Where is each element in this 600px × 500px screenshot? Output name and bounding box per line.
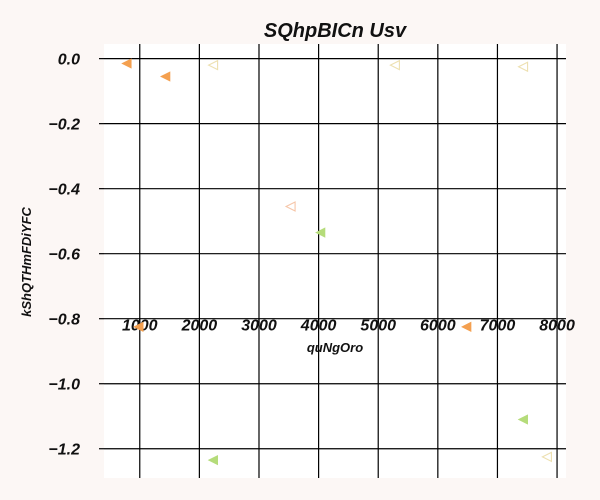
x-tick-label: 6000: [420, 318, 456, 335]
data-point: [517, 61, 529, 73]
chart-title: SQhpBICn Usv: [264, 20, 408, 42]
y-tick-label: −1.0: [48, 377, 80, 394]
y-tick-label: −0.6: [48, 247, 80, 264]
data-point: [160, 71, 171, 82]
x-tick-label: 7000: [480, 318, 516, 335]
x-axis-label: quNgOro: [307, 340, 363, 355]
data-point: [133, 321, 144, 332]
x-tick-label: 5000: [360, 318, 396, 335]
data-point: [207, 59, 219, 71]
data-point: [541, 451, 552, 463]
data-points: [121, 58, 552, 466]
x-tick-label: 2000: [181, 318, 218, 335]
data-point: [517, 414, 528, 425]
y-tick-label: −0.2: [48, 117, 80, 134]
grid-lines: [99, 44, 566, 478]
data-point: [315, 227, 326, 238]
y-axis-label: kShQTHmFDiYFC: [19, 207, 34, 317]
data-point: [121, 58, 132, 69]
x-tick-label: 3000: [241, 318, 277, 335]
data-point: [284, 201, 296, 212]
data-point: [461, 321, 472, 332]
y-tick-label: −0.4: [48, 182, 80, 199]
data-point: [389, 59, 400, 71]
x-tick-label: 8000: [539, 318, 575, 335]
y-tick-label: −0.8: [48, 312, 80, 329]
y-tick-label: −1.2: [48, 442, 80, 459]
plot-area: [104, 44, 566, 478]
data-point: [207, 454, 218, 466]
y-tick-label: 0.0: [58, 52, 80, 69]
x-tick-label: 4000: [300, 318, 337, 335]
